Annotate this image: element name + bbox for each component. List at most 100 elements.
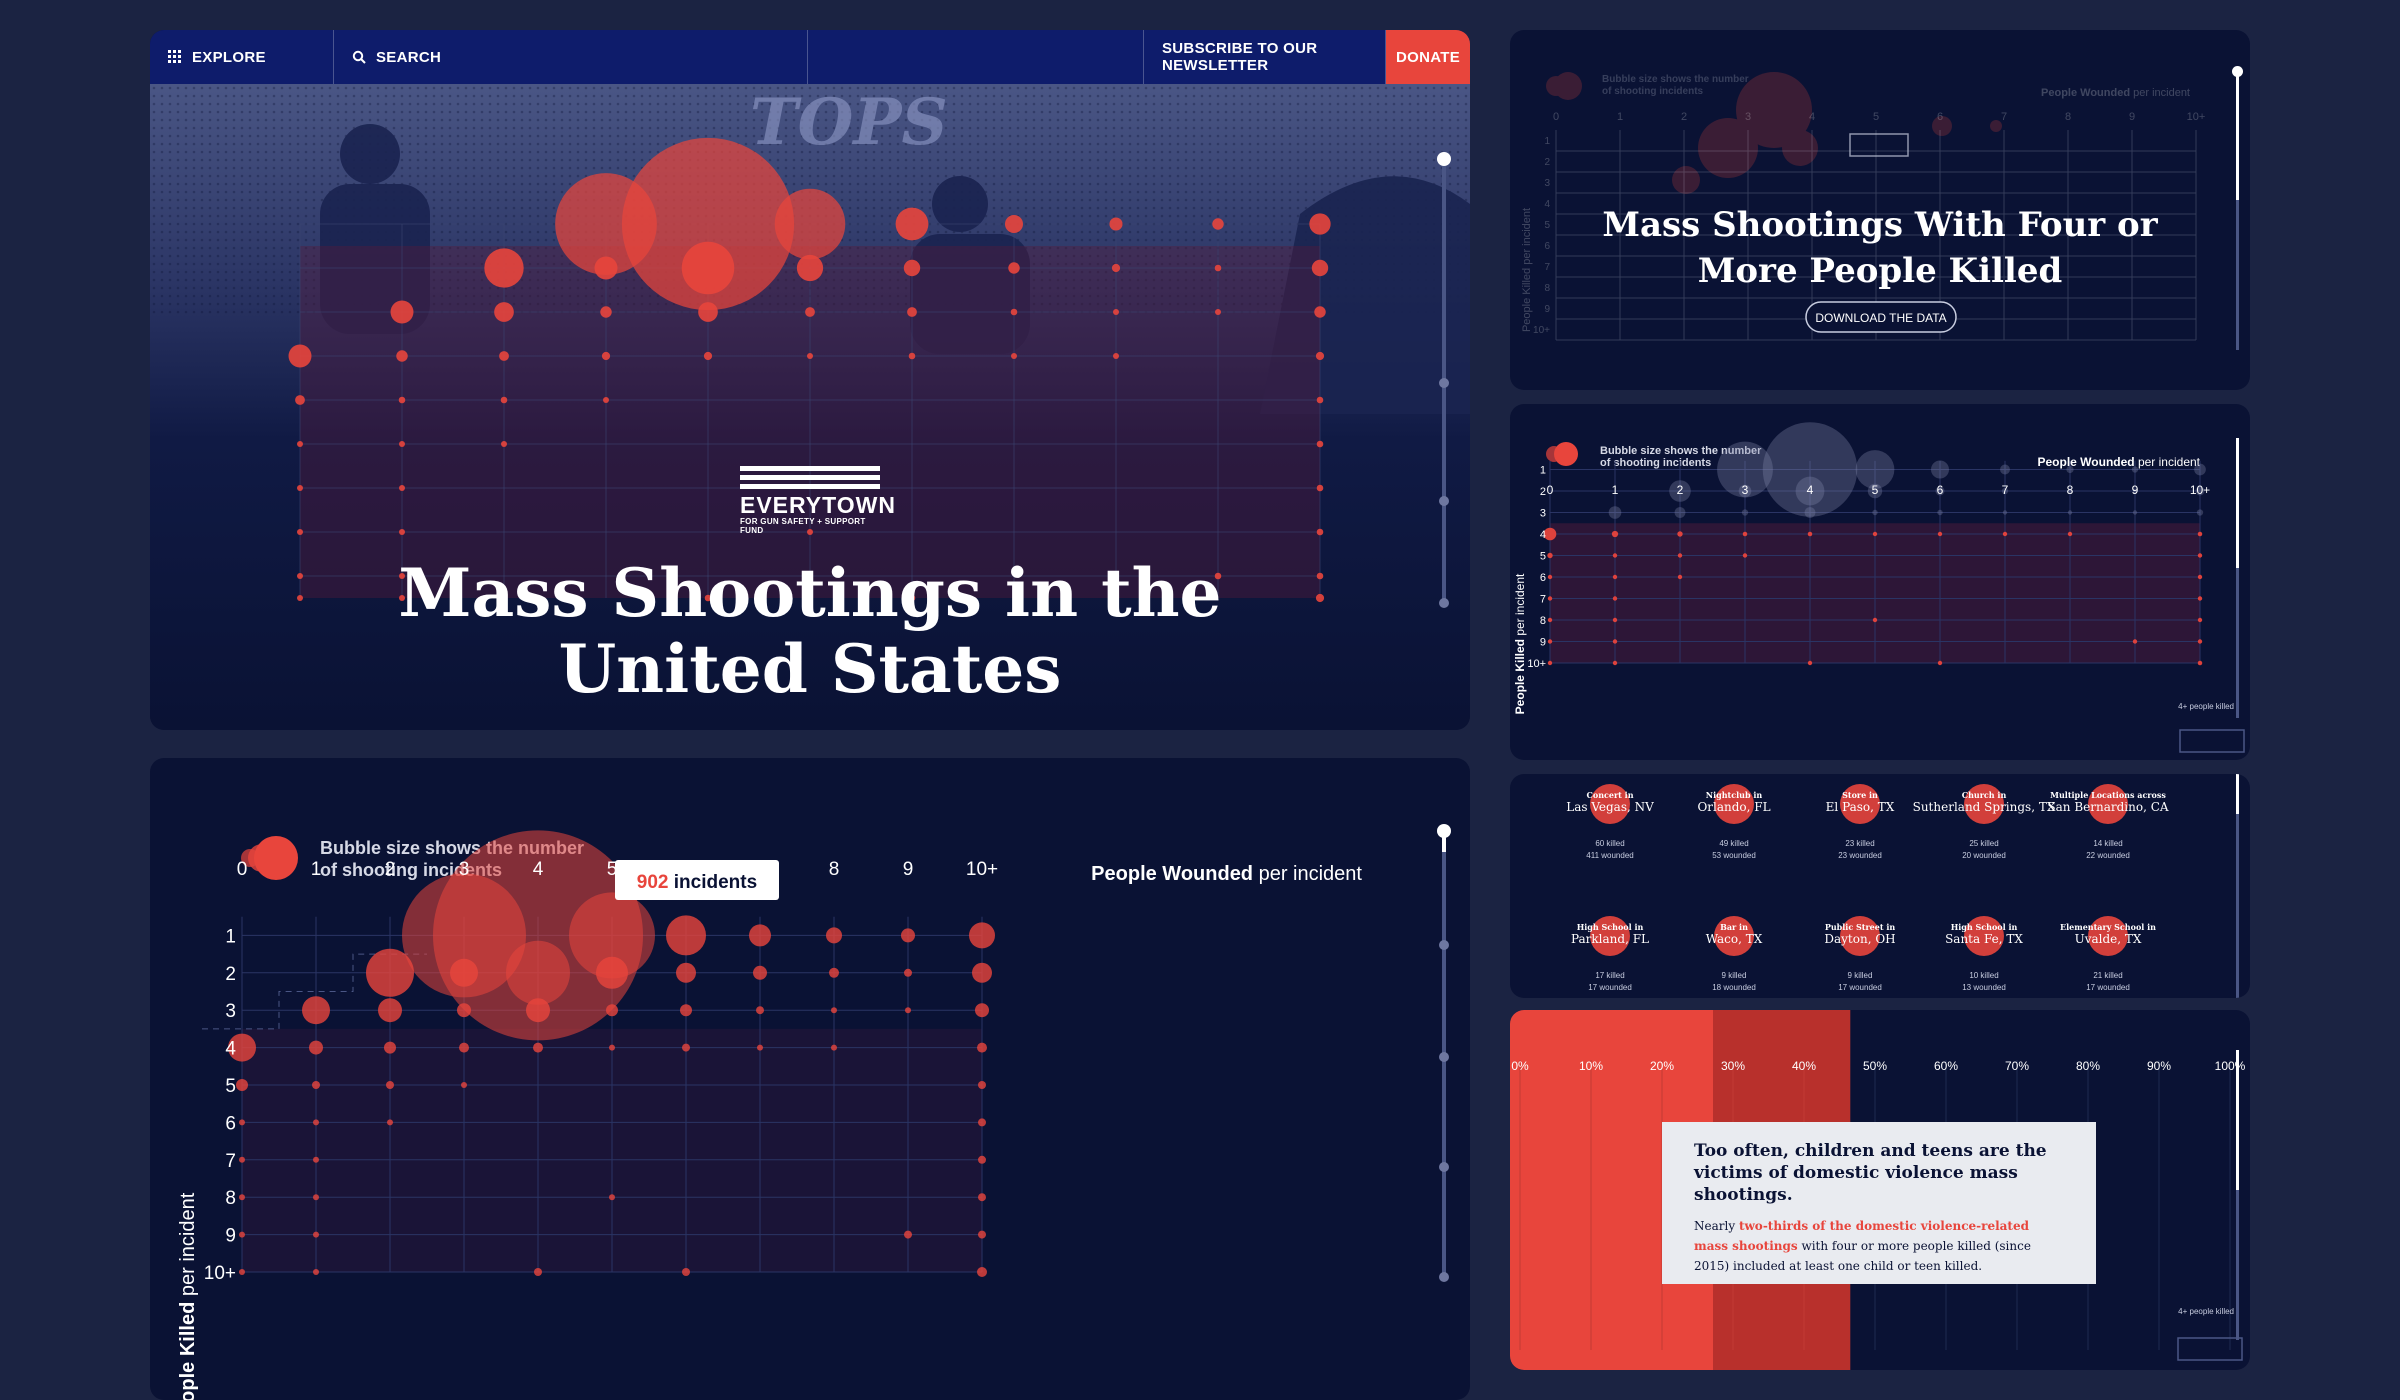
data-bubble[interactable]	[239, 1156, 245, 1163]
data-bubble[interactable]	[386, 1081, 394, 1089]
data-bubble[interactable]	[829, 967, 839, 978]
data-bubble[interactable]	[2197, 639, 2203, 644]
scroll-progress-knob[interactable]	[1437, 824, 1451, 838]
data-bubble[interactable]	[831, 1007, 837, 1014]
data-bubble[interactable]	[1872, 617, 1878, 623]
data-bubble[interactable]	[969, 922, 995, 949]
data-bubble[interactable]	[680, 1004, 692, 1017]
scroll-progress-track[interactable]	[1437, 824, 1451, 1282]
data-bubble[interactable]	[2197, 553, 2203, 558]
data-bubble[interactable]	[2197, 596, 2203, 601]
data-bubble[interactable]	[1612, 617, 1618, 623]
scroll-progress-track[interactable]	[1437, 152, 1451, 608]
scroll-progress-track[interactable]	[2236, 774, 2239, 998]
data-bubble[interactable]	[1872, 509, 1878, 516]
data-bubble[interactable]	[972, 962, 992, 983]
data-bubble[interactable]	[977, 1042, 987, 1053]
data-bubble[interactable]	[975, 1003, 989, 1018]
data-bubble[interactable]	[2131, 466, 2139, 473]
data-bubble[interactable]	[1807, 531, 1813, 537]
data-bubble[interactable]	[1612, 660, 1618, 666]
data-bubble[interactable]	[1867, 483, 1883, 499]
data-bubble[interactable]	[461, 1082, 467, 1088]
data-bubble[interactable]	[596, 956, 628, 989]
data-bubble[interactable]	[1738, 484, 1752, 498]
data-bubble[interactable]	[506, 940, 570, 1005]
data-bubble[interactable]	[312, 1081, 320, 1089]
data-bubble[interactable]	[606, 1004, 618, 1017]
data-bubble[interactable]	[666, 915, 706, 956]
data-bubble[interactable]	[978, 1155, 986, 1164]
data-bubble[interactable]	[1608, 506, 1622, 519]
data-bubble[interactable]	[1937, 509, 1943, 516]
data-bubble[interactable]	[756, 1006, 764, 1015]
data-bubble[interactable]	[526, 998, 550, 1023]
data-bubble[interactable]	[978, 1193, 986, 1202]
data-bubble[interactable]	[2194, 463, 2206, 476]
data-bubble[interactable]	[459, 1042, 469, 1053]
data-bubble[interactable]	[313, 1231, 319, 1238]
data-bubble[interactable]	[366, 948, 414, 997]
scroll-marker[interactable]	[1439, 1052, 1449, 1062]
data-bubble[interactable]	[753, 965, 767, 980]
data-bubble[interactable]	[676, 962, 696, 983]
data-bubble[interactable]	[1547, 660, 1553, 666]
data-bubble[interactable]	[2196, 509, 2204, 516]
data-bubble[interactable]	[905, 1007, 911, 1014]
data-bubble[interactable]	[2067, 510, 2073, 515]
data-bubble[interactable]	[2000, 464, 2010, 475]
scroll-marker[interactable]	[1439, 1162, 1449, 1172]
data-bubble[interactable]	[749, 924, 771, 947]
scroll-marker[interactable]	[1439, 496, 1449, 506]
data-bubble[interactable]	[239, 1119, 245, 1126]
data-bubble[interactable]	[1931, 460, 1949, 479]
data-bubble[interactable]	[313, 1269, 319, 1275]
data-bubble[interactable]	[2132, 639, 2138, 644]
data-bubble[interactable]	[2197, 574, 2203, 580]
data-table-icon[interactable]	[2179, 729, 2245, 753]
scroll-progress-track[interactable]	[2236, 438, 2239, 718]
data-bubble[interactable]	[1677, 553, 1683, 558]
data-bubble[interactable]	[1717, 441, 1773, 498]
data-bubble[interactable]	[904, 968, 912, 977]
data-bubble[interactable]	[1547, 596, 1553, 601]
data-bubble[interactable]	[1677, 574, 1683, 580]
data-bubble[interactable]	[2197, 531, 2203, 537]
data-bubble[interactable]	[378, 998, 402, 1023]
data-bubble[interactable]	[1674, 507, 1686, 518]
data-bubble[interactable]	[313, 1119, 319, 1126]
data-bubble[interactable]	[239, 1231, 245, 1238]
data-bubble[interactable]	[978, 1081, 986, 1089]
data-bubble[interactable]	[239, 1194, 245, 1201]
data-bubble[interactable]	[2195, 486, 2205, 496]
data-bubble[interactable]	[1547, 574, 1553, 580]
data-bubble[interactable]	[901, 928, 915, 943]
data-bubble[interactable]	[1807, 660, 1813, 666]
data-bubble[interactable]	[1872, 531, 1878, 537]
data-bubble[interactable]	[1742, 531, 1748, 537]
data-bubble[interactable]	[2066, 465, 2074, 474]
data-bubble[interactable]	[904, 1230, 912, 1239]
data-bubble[interactable]	[384, 1041, 396, 1054]
scroll-progress-track[interactable]	[2232, 66, 2243, 350]
data-bubble[interactable]	[239, 1269, 245, 1275]
data-bubble[interactable]	[2002, 531, 2008, 537]
scroll-marker[interactable]	[1439, 598, 1449, 608]
data-table-icon[interactable]	[2177, 1337, 2243, 1361]
data-bubble[interactable]	[1937, 531, 1943, 537]
data-bubble[interactable]	[2197, 660, 2203, 666]
data-bubble[interactable]	[1611, 530, 1619, 538]
explore-button[interactable]: EXPLORE	[150, 30, 334, 84]
data-bubble[interactable]	[1741, 509, 1749, 516]
data-bubble[interactable]	[433, 830, 643, 1041]
data-bubble[interactable]	[1547, 552, 1553, 559]
